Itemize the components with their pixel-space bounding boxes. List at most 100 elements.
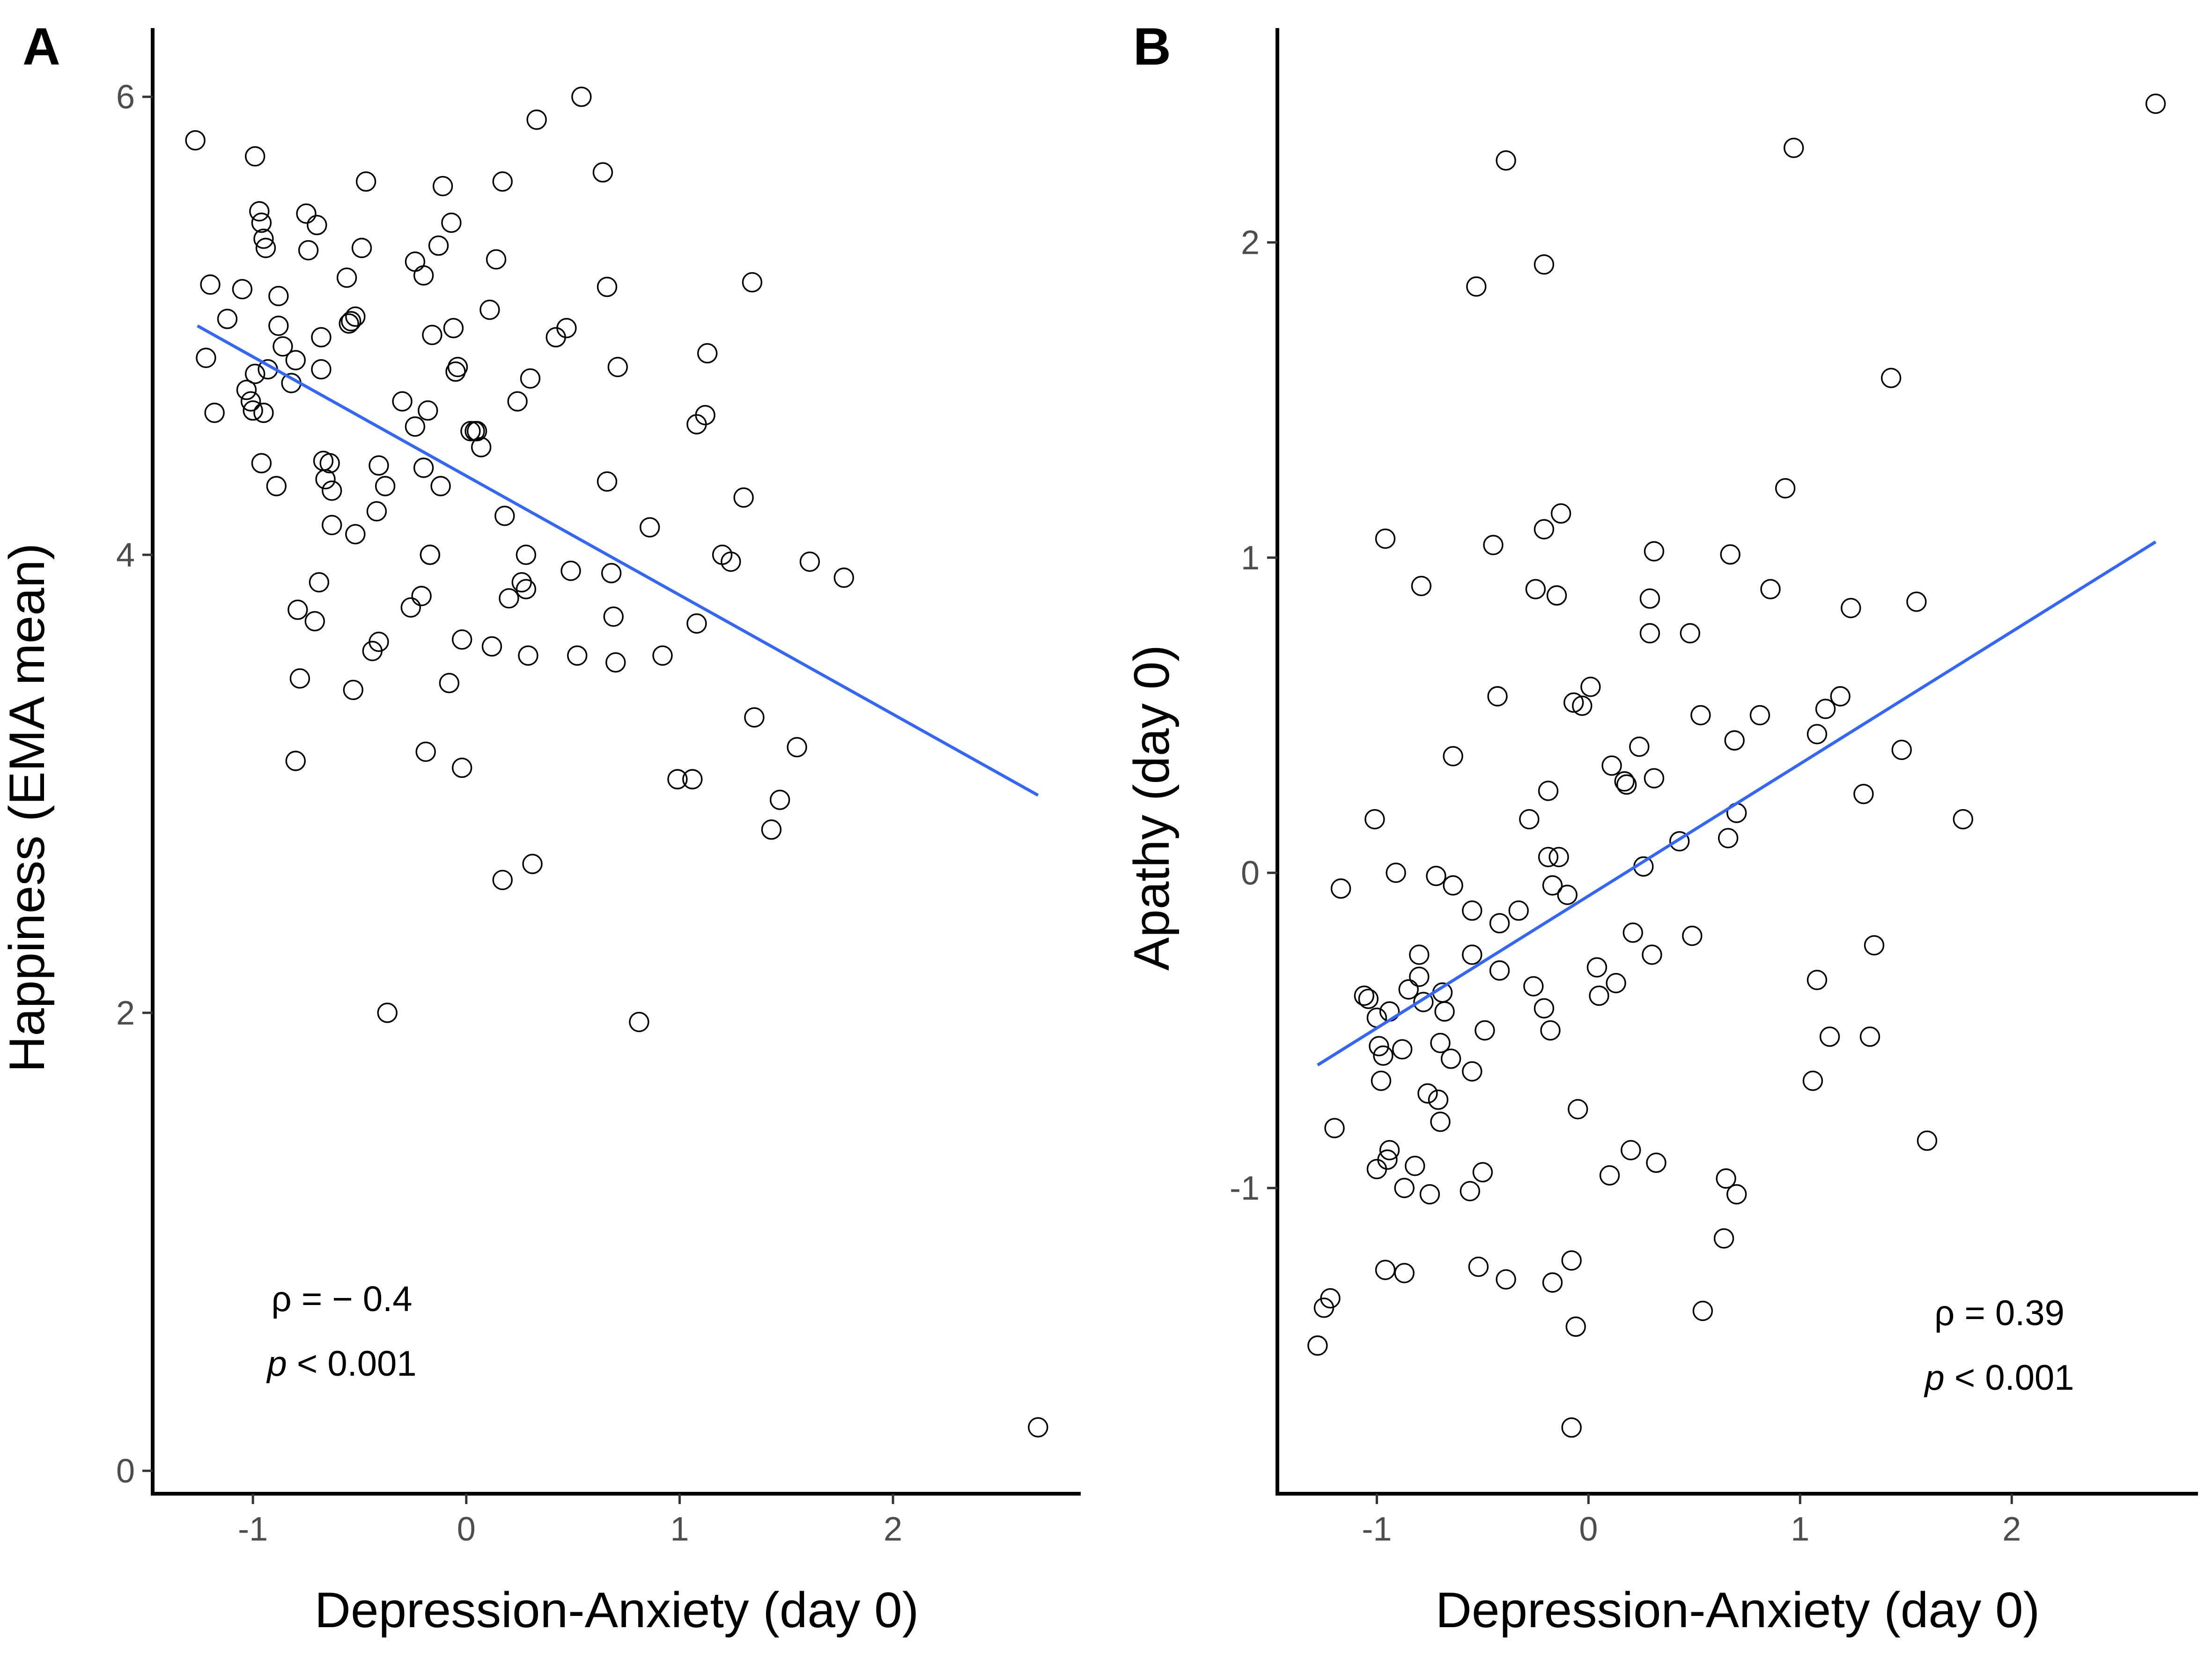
panel-b-point bbox=[2145, 93, 2166, 114]
panel-a-point bbox=[249, 201, 270, 221]
panel-a-point bbox=[494, 506, 515, 526]
panel-a-point bbox=[479, 299, 500, 320]
panel-b-point bbox=[1568, 1099, 1588, 1120]
panel-b-p-value: < 0.001 bbox=[1945, 1358, 2074, 1398]
panel-b-point bbox=[1806, 724, 1828, 745]
panel-b-point bbox=[1369, 1036, 1389, 1056]
panel-a-point bbox=[319, 453, 340, 473]
panel-b-point bbox=[1682, 925, 1703, 946]
panel-a-point bbox=[245, 363, 265, 384]
panel-b-point bbox=[1358, 988, 1379, 1009]
panel-a-point bbox=[466, 421, 487, 442]
panel-b-point bbox=[1784, 138, 1804, 158]
panel-b-point bbox=[1621, 1140, 1641, 1161]
panel-a-point bbox=[255, 237, 276, 258]
panel-b-y-tick-label: -1 bbox=[1230, 1170, 1260, 1207]
panel-b-point bbox=[1616, 774, 1637, 795]
panel-a-point bbox=[697, 343, 718, 364]
panel-a-point bbox=[322, 480, 342, 501]
panel-b-point bbox=[1538, 847, 1559, 868]
panel-b-point bbox=[1330, 878, 1351, 899]
panel-a-point bbox=[405, 251, 426, 272]
panel-a-y-axis-title: Happiness (EMA mean) bbox=[0, 543, 55, 1072]
panel-a-point bbox=[511, 572, 532, 593]
panel-a-point bbox=[629, 1011, 649, 1032]
panel-a-y-tick-label: 6 bbox=[116, 79, 135, 116]
panel-a-point bbox=[311, 359, 332, 380]
panel-b-point bbox=[1409, 966, 1430, 987]
panel-a-point bbox=[481, 636, 502, 657]
panel-a-point bbox=[733, 487, 754, 508]
panel-a-point bbox=[742, 272, 763, 293]
panel-b-point bbox=[1906, 591, 1927, 612]
panel-a-letter: A bbox=[22, 17, 60, 76]
panel-a-x-tick-label: 0 bbox=[457, 1511, 476, 1548]
panel-a-point bbox=[486, 249, 507, 270]
panel-a-point bbox=[451, 757, 472, 778]
panel-a-point bbox=[240, 391, 261, 412]
panel-a-point bbox=[245, 146, 265, 167]
panel-a-point bbox=[667, 769, 688, 789]
panel-b-point bbox=[1434, 1001, 1455, 1022]
panel-a-point bbox=[369, 455, 389, 476]
panel-a-fit-line bbox=[197, 324, 1039, 797]
panel-b-point bbox=[1720, 544, 1740, 565]
panel-b-point bbox=[1417, 1083, 1438, 1104]
panel-b-point bbox=[1639, 623, 1660, 644]
panel-a-point bbox=[355, 171, 376, 192]
panel-b-point bbox=[1589, 985, 1609, 1006]
panel-b-y-tick-label: 2 bbox=[1241, 224, 1260, 262]
panel-b-point bbox=[1426, 865, 1446, 886]
panel-b-point bbox=[1483, 535, 1504, 555]
panel-b-point bbox=[1622, 922, 1643, 943]
panel-b-point bbox=[1642, 944, 1662, 965]
panel-a-point bbox=[369, 631, 389, 652]
panel-a-point bbox=[315, 469, 336, 490]
panel-b-point bbox=[1629, 737, 1650, 757]
panel-a-p-symbol: p bbox=[266, 1344, 287, 1384]
panel-a-point bbox=[567, 645, 588, 666]
panel-a-point bbox=[251, 453, 272, 473]
panel-b-point bbox=[1580, 677, 1601, 697]
panel-a-point bbox=[298, 240, 319, 261]
panel-b-point bbox=[1409, 944, 1430, 965]
panel-a-point bbox=[744, 707, 765, 728]
panel-b-point bbox=[1802, 1070, 1823, 1091]
panel-b-point bbox=[1523, 976, 1544, 996]
panel-b-point bbox=[1538, 781, 1559, 801]
panel-b-x-tick-label: 1 bbox=[1791, 1511, 1809, 1548]
panel-a-y-tick-label: 0 bbox=[116, 1453, 135, 1490]
panel-a-point bbox=[605, 652, 626, 673]
panel-b-point bbox=[1775, 478, 1796, 499]
panel-a-point bbox=[520, 368, 541, 389]
panel-a-point bbox=[682, 769, 703, 789]
panel-a-point bbox=[268, 316, 289, 336]
panel-b-x-tick-label: -1 bbox=[1362, 1511, 1392, 1548]
panel-a-point bbox=[392, 391, 413, 412]
panel-a-point bbox=[1028, 1417, 1048, 1438]
panel-a-point bbox=[432, 176, 453, 197]
panel-a-p-annotation: p < 0.001 bbox=[266, 1344, 416, 1384]
panel-a-point bbox=[288, 599, 308, 620]
panel-a-point bbox=[601, 563, 622, 583]
panel-b-point bbox=[1405, 1156, 1425, 1176]
panel-a-x-axis-title: Depression-Anxiety (day 0) bbox=[315, 1582, 919, 1638]
panel-b-point bbox=[1428, 1089, 1449, 1110]
panel-b-point bbox=[1540, 1020, 1561, 1041]
panel-a-y-ticks: 0 2 4 6 bbox=[116, 79, 153, 1490]
panel-b-point bbox=[1891, 739, 1912, 760]
panel-b-point bbox=[1489, 913, 1510, 934]
panel-a-point bbox=[345, 524, 366, 545]
panel-a-point bbox=[460, 421, 481, 442]
panel-b-point bbox=[1563, 692, 1584, 713]
panel-a-point bbox=[311, 327, 332, 347]
panel-a-point bbox=[411, 586, 432, 606]
panel-b-point bbox=[1443, 746, 1463, 767]
panel-b-point bbox=[1815, 699, 1836, 719]
panel-b-point bbox=[1508, 900, 1529, 921]
panel-b-point bbox=[1411, 575, 1432, 597]
panel-b-point bbox=[1646, 1152, 1666, 1173]
panel-b-point bbox=[1386, 863, 1406, 883]
panel-b-point bbox=[1534, 998, 1555, 1019]
panel-a-point bbox=[343, 679, 363, 700]
